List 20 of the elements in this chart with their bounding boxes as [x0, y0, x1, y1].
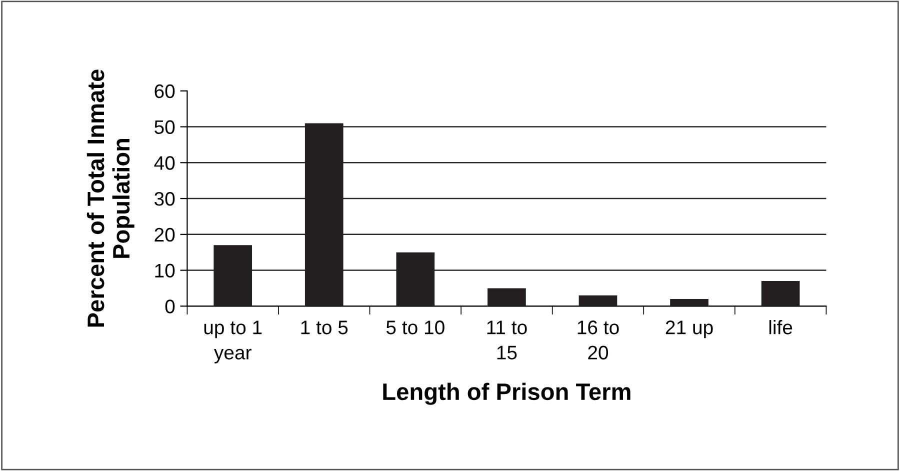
- x-tick-label: 5 to 10: [386, 320, 444, 334]
- y-tick-label: 20: [154, 228, 175, 242]
- y-tick-label: 60: [154, 84, 175, 98]
- y-tick-label: 0: [165, 300, 175, 314]
- x-tick-label: 16 to 20: [578, 320, 619, 360]
- x-tick-label: 1 to 5: [301, 320, 348, 334]
- x-tick-label: up to 1 year: [204, 320, 262, 364]
- y-tick-label: 50: [154, 120, 175, 134]
- x-axis-title: Length of Prison Term: [383, 382, 630, 405]
- bar: [670, 298, 708, 306]
- bar: [488, 288, 526, 306]
- bar: [761, 281, 800, 306]
- y-tick-label: 30: [154, 192, 175, 206]
- x-tick-label: life: [769, 320, 792, 334]
- y-tick-label: 10: [155, 264, 175, 278]
- y-axis-title: Percent of Total Inmate Population: [86, 70, 134, 327]
- x-tick-label: 21 up: [666, 320, 713, 338]
- bar: [578, 295, 618, 306]
- y-tick-label: 40: [154, 156, 175, 170]
- x-tick-label: 11 to 15: [487, 320, 527, 360]
